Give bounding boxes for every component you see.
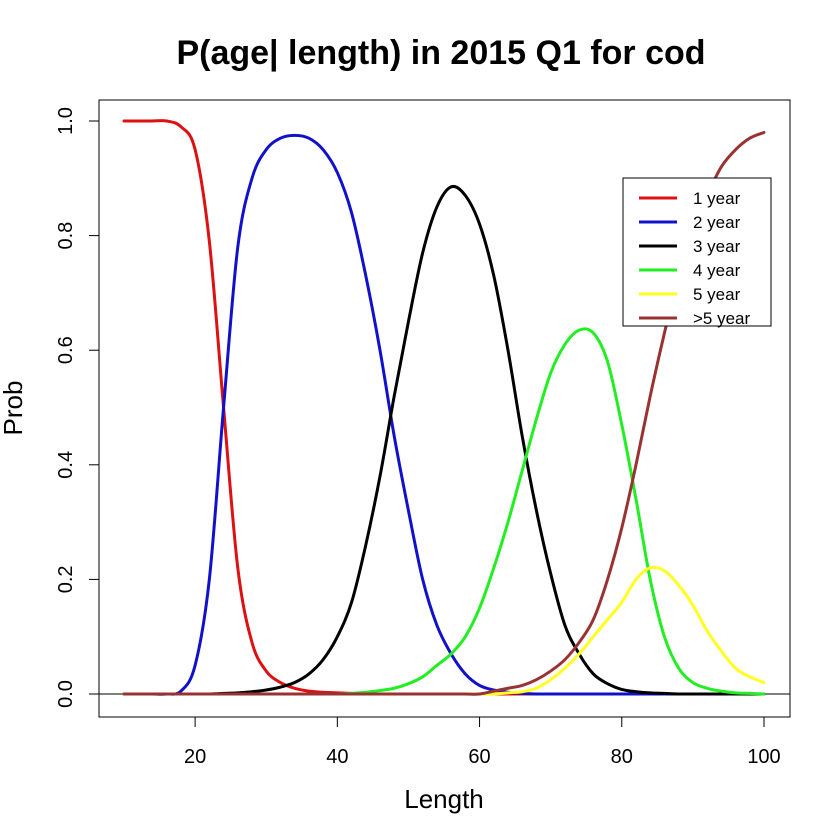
y-tick-label: 0.0 <box>55 680 77 708</box>
x-tick-label: 80 <box>611 746 633 768</box>
y-axis-label: Prob <box>0 381 28 436</box>
y-tick-label: 0.6 <box>55 336 77 364</box>
y-tick-label: 0.8 <box>55 222 77 250</box>
y-tick-label: 1.0 <box>55 107 77 135</box>
series-line-5 <box>122 565 766 696</box>
y-axis: 0.0 0.2 0.4 0.6 0.8 1.0 <box>55 107 100 708</box>
x-tick-label: 20 <box>184 746 206 768</box>
chart-title: P(age| length) in 2015 Q1 for cod <box>176 34 705 72</box>
legend-label-1: 1 year <box>693 189 741 208</box>
y-tick-label: 0.2 <box>55 565 77 593</box>
legend-box <box>622 177 772 327</box>
series-layer <box>99 119 790 696</box>
x-axis: 20 40 60 80 100 <box>184 716 781 768</box>
legend-label-2: 2 year <box>693 213 741 232</box>
x-tick-label: 40 <box>326 746 348 768</box>
legend: 1 year 2 year 3 year 4 year 5 year >5 year <box>622 177 772 328</box>
series-line-6 <box>122 130 766 696</box>
x-tick-label: 100 <box>747 746 780 768</box>
x-tick-label: 60 <box>468 746 490 768</box>
legend-label-3: 3 year <box>693 237 741 256</box>
x-axis-label: Length <box>404 784 484 814</box>
legend-label-6: >5 year <box>693 309 751 328</box>
y-tick-label: 0.4 <box>55 451 77 479</box>
legend-label-5: 5 year <box>693 285 741 304</box>
legend-label-4: 4 year <box>693 261 741 280</box>
